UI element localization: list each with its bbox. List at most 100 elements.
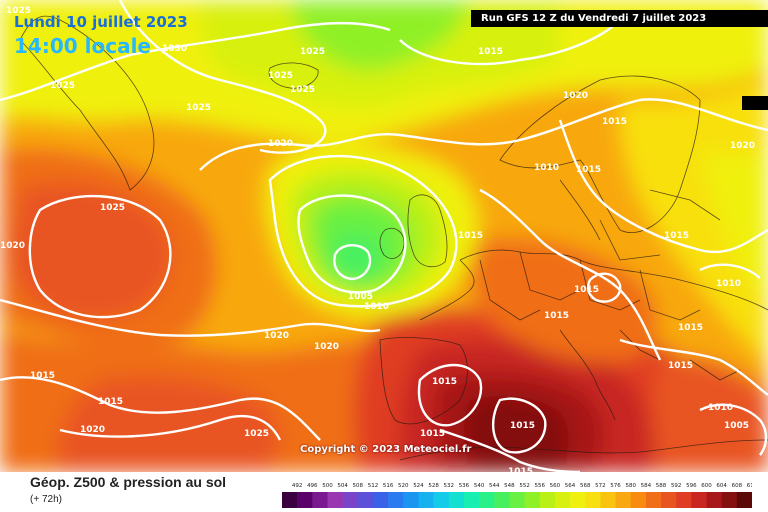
legend-label: 592 <box>671 483 682 489</box>
copyright: Copyright © 2023 Meteociel.fr <box>300 444 472 455</box>
legend-label: 564 <box>565 483 576 489</box>
isobar-label: 1020 <box>314 342 339 352</box>
legend-swatch <box>524 492 541 508</box>
isobar-label: 1015 <box>668 361 693 371</box>
legend-label: 556 <box>534 483 545 489</box>
legend-swatch <box>448 492 465 508</box>
coastlines <box>19 15 768 461</box>
legend-label: 608 <box>732 483 743 489</box>
isobar-label: 1015 <box>508 467 533 472</box>
isobar-labels: 1025 1030 1025 1015 1025 1025 1025 1025 1020 1020… <box>0 6 755 472</box>
legend-label: 596 <box>686 483 697 489</box>
legend-swatch <box>494 492 510 508</box>
z500-map: 1025 1030 1025 1015 1025 1025 1025 1025 1020 1020… <box>0 0 768 472</box>
isobar-label: 1030 <box>162 44 187 54</box>
isobar-label: 1015 <box>30 371 55 381</box>
legend-label: 536 <box>459 483 470 489</box>
legend-swatch <box>403 492 419 508</box>
isobar-label: 1015 <box>458 231 483 241</box>
isobar-label: 1015 <box>544 311 569 321</box>
isobar-label: 1015 <box>574 285 599 295</box>
legend-label: 544 <box>489 483 500 489</box>
legend-swatch <box>661 492 677 508</box>
isobar-label: 1020 <box>264 331 289 341</box>
legend-swatch <box>615 492 632 508</box>
legend-label: 500 <box>322 483 333 489</box>
legend-label: 524 <box>413 483 424 489</box>
legend-label: 600 <box>701 483 712 489</box>
isobar-label: 1020 <box>563 91 588 101</box>
legend-label: 528 <box>428 483 439 489</box>
legend-label: 492 <box>292 483 303 489</box>
legend-label: 580 <box>625 483 636 489</box>
isobar-label: 1015 <box>432 377 457 387</box>
isobar-label: 1015 <box>602 117 627 127</box>
isobar-label: 1015 <box>576 165 601 175</box>
legend-swatch <box>721 492 738 508</box>
legend-swatch <box>297 492 313 508</box>
legend-swatch <box>736 492 752 508</box>
isobar-label: 1020 <box>268 139 293 149</box>
legend-swatch <box>327 492 343 508</box>
isobar-label: 1020 <box>730 141 755 151</box>
footer-title: Géop. Z500 & pression au sol <box>30 474 227 490</box>
isobar-label: 1015 <box>664 231 689 241</box>
legend-swatch <box>630 492 647 508</box>
lead-time: (+ 72h) <box>30 494 62 505</box>
isobar-label: 1015 <box>420 429 445 439</box>
legend-label: 568 <box>580 483 591 489</box>
isobar-label: 1015 <box>510 421 535 431</box>
legend-swatch <box>418 492 434 508</box>
legend-label: 560 <box>550 483 561 489</box>
legend-label: 532 <box>444 483 455 489</box>
legend-label: 588 <box>656 483 667 489</box>
isobar-label: 1015 <box>98 397 123 407</box>
isobar-label: 1015 <box>678 323 703 333</box>
legend-swatch <box>691 492 707 508</box>
legend-label: 548 <box>504 483 515 489</box>
legend-label: 572 <box>595 483 606 489</box>
isobar-label: 1010 <box>708 403 733 413</box>
isobar-label: 1005 <box>724 421 749 431</box>
legend-label: 604 <box>716 483 727 489</box>
legend-swatch <box>372 492 389 508</box>
isobar-label: 1010 <box>534 163 559 173</box>
corner-mask <box>742 96 768 110</box>
isobar-label: 1020 <box>80 425 105 435</box>
legend-label: 504 <box>337 483 348 489</box>
legend-swatch <box>312 492 328 508</box>
legend-swatch <box>388 492 404 508</box>
isobar-label: 1005 <box>348 292 373 302</box>
valid-date: Lundi 10 juillet 2023 <box>14 13 188 31</box>
legend-label: 496 <box>307 483 318 489</box>
legend-label: 584 <box>641 483 652 489</box>
legend-swatch <box>676 492 692 508</box>
legend-swatch <box>509 492 525 508</box>
legend-swatch <box>570 492 586 508</box>
legend-swatch <box>342 492 359 508</box>
legend-swatch <box>645 492 662 508</box>
legend-label: 512 <box>368 483 379 489</box>
legend-label: 516 <box>383 483 394 489</box>
legend-swatch <box>463 492 480 508</box>
legend-swatch <box>479 492 495 508</box>
legend-label: 552 <box>519 483 530 489</box>
isobars <box>0 0 768 472</box>
valid-local-time: 14:00 locale <box>14 34 151 58</box>
legend-swatch <box>585 492 601 508</box>
legend-swatch <box>433 492 450 508</box>
legend-label: 612 <box>747 483 752 489</box>
isobar-label: 1010 <box>716 279 741 289</box>
isobar-label: 1025 <box>268 71 293 81</box>
legend-swatch <box>554 492 571 508</box>
isobar-label: 1025 <box>186 103 211 113</box>
color-legend: 492 496 500 504 508 512 516 520 524 528 532 536 540 5… <box>282 483 752 508</box>
isobar-label: 1025 <box>300 47 325 57</box>
isobar-label: 1025 <box>100 203 125 213</box>
legend-label: 508 <box>353 483 364 489</box>
legend-label: 576 <box>610 483 621 489</box>
legend-swatch <box>357 492 374 508</box>
isobar-label: 1025 <box>244 429 269 439</box>
legend-swatch <box>706 492 722 508</box>
